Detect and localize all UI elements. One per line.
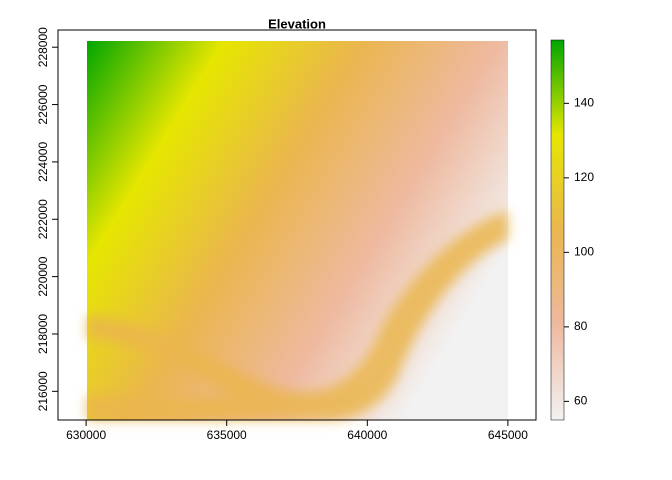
colorbar-tick-label: 100 [574,245,594,259]
y-tick-label: 228000 [36,27,50,67]
x-tick-label: 640000 [347,428,387,442]
y-tick-label: 220000 [36,256,50,296]
colorbar-tick-label: 60 [574,394,588,408]
x-tick-label: 635000 [207,428,247,442]
x-tick-label: 645000 [488,428,528,442]
colorbar-tick-label: 140 [574,96,594,110]
y-tick-label: 218000 [36,314,50,354]
y-tick-label: 226000 [36,84,50,124]
chart-title: Elevation [268,16,326,31]
y-tick-label: 222000 [36,199,50,239]
colorbar-tick-label: 80 [574,319,588,333]
colorbar-tick-label: 120 [574,170,594,184]
y-tick-label: 216000 [36,371,50,411]
plot-box [57,29,537,421]
raster-image [87,41,508,420]
raster [87,41,508,420]
colorbar [550,39,565,421]
valley-floor [87,210,508,420]
x-tick-label: 630000 [66,428,106,442]
y-tick-label: 224000 [36,142,50,182]
